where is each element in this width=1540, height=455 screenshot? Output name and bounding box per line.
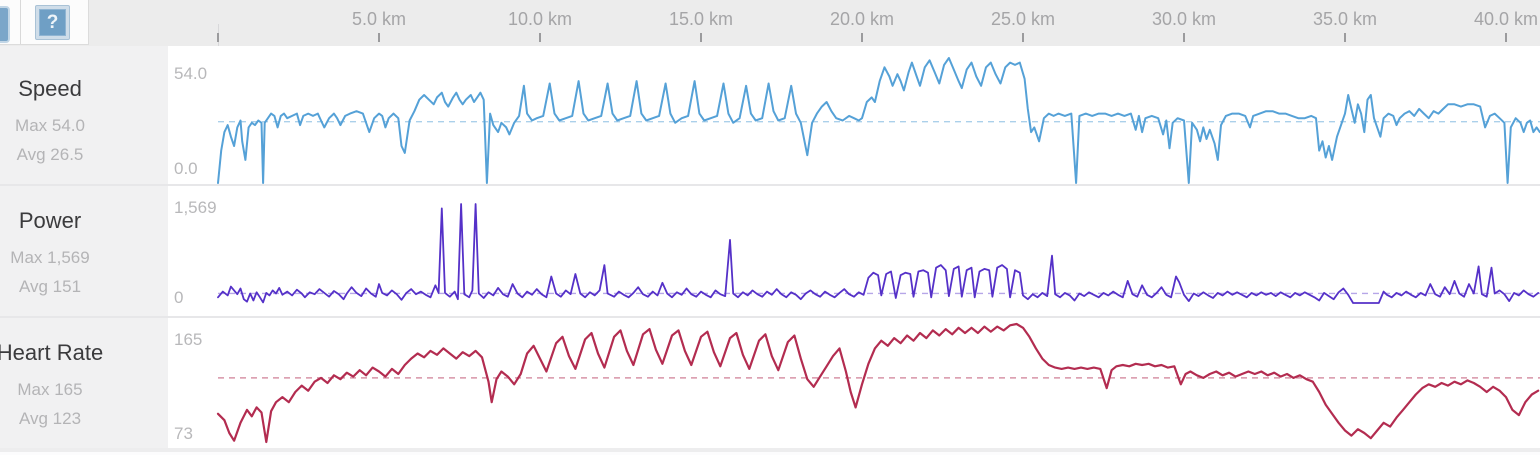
axis-label-30km: 30.0 km <box>1151 9 1217 29</box>
power-chart[interactable]: 1,569 0 <box>168 186 1540 316</box>
power-ymax-label: 1,569 <box>174 198 217 217</box>
power-line-plot <box>217 203 1540 304</box>
toolbar-separator <box>20 0 21 44</box>
axis-tick-10km <box>539 33 541 42</box>
speed-panel: Speed Max 54.0 Avg 26.5 <box>0 46 168 184</box>
speed-ymax-label: 54.0 <box>174 64 208 83</box>
heart-rate-line-plot <box>216 322 1540 444</box>
axis-tick-40km <box>1505 33 1507 42</box>
power-title: Power <box>18 208 82 233</box>
speed-series-line <box>217 57 1540 184</box>
speed-line-plot <box>217 57 1540 184</box>
axis-label-5km: 5.0 km <box>351 9 407 29</box>
distance-axis: ? 5.0 km 10.0 km 15.0 km 20.0 km 25.0 km 30.0… <box>0 0 1540 46</box>
row-divider <box>0 316 1540 318</box>
axis-label-20km: 20.0 km <box>829 9 895 29</box>
heart-rate-avg-stat: Avg 123 <box>18 409 82 428</box>
axis-tick-20km <box>861 33 863 42</box>
speed-chart[interactable]: 54.0 0.0 <box>168 46 1540 184</box>
speed-title: Speed <box>18 76 82 101</box>
axis-label-25km: 25.0 km <box>990 9 1056 29</box>
axis-label-10km: 10.0 km <box>507 9 573 29</box>
heart-rate-ymax-label: 165 <box>174 330 203 349</box>
axis-tick-25km <box>1022 33 1024 42</box>
heart-rate-title: Heart Rate <box>0 340 104 365</box>
toolbar-partial-button[interactable] <box>0 6 10 43</box>
power-series-line <box>217 203 1540 304</box>
heart-rate-max-stat: Max 165 <box>17 380 83 399</box>
speed-ymin-label: 0.0 <box>174 159 198 178</box>
axis-label-40km: 40.0 km <box>1473 9 1539 29</box>
power-panel: Power Max 1,569 Avg 151 <box>0 186 168 316</box>
help-icon: ? <box>39 9 66 36</box>
axis-tick-30km <box>1183 33 1185 42</box>
axis-label-35km: 35.0 km <box>1312 9 1378 29</box>
heart-rate-series-line <box>216 322 1540 444</box>
axis-label-15km: 15.0 km <box>668 9 734 29</box>
heart-rate-ymin-label: 73 <box>174 424 193 443</box>
row-divider <box>0 184 1540 186</box>
help-button[interactable]: ? <box>35 5 70 40</box>
axis-tick-5km <box>378 33 380 42</box>
power-max-stat: Max 1,569 <box>10 248 90 267</box>
speed-max-stat: Max 54.0 <box>15 116 85 135</box>
heart-rate-panel: Heart Rate Max 165 Avg 123 <box>0 318 168 448</box>
power-avg-stat: Avg 151 <box>18 277 82 296</box>
next-row-divider <box>0 448 1540 452</box>
axis-tick-0km <box>217 33 219 42</box>
axis-tick-35km <box>1344 33 1346 42</box>
power-ymin-label: 0 <box>174 288 184 307</box>
toolbar: ? <box>0 0 89 45</box>
axis-tick-15km <box>700 33 702 42</box>
heart-rate-chart[interactable]: 165 73 <box>168 318 1540 448</box>
speed-avg-stat: Avg 26.5 <box>16 145 84 164</box>
next-row-edge <box>0 452 1540 455</box>
